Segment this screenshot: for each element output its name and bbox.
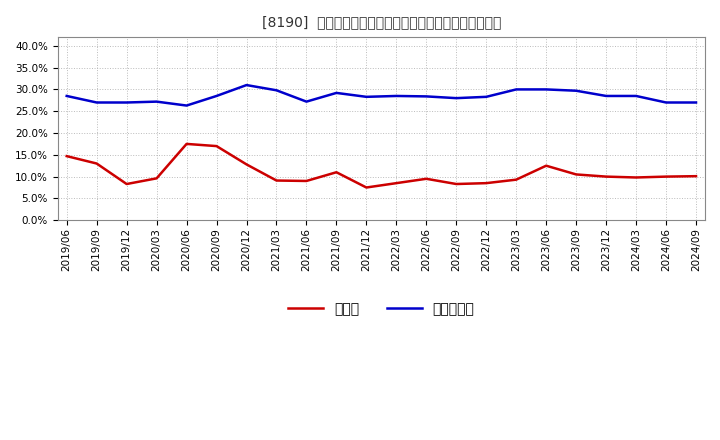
有利子負債: [482, 94, 490, 99]
現鍀金: [631, 175, 640, 180]
有利子負債: [452, 95, 461, 101]
有利子負債: [602, 93, 611, 99]
有利子負債: [631, 93, 640, 99]
現鍀金: [212, 143, 221, 149]
有利子負債: [422, 94, 431, 99]
有利子負債: [662, 100, 670, 105]
有利子負債: [512, 87, 521, 92]
Line: 有利子負債: 有利子負債: [67, 85, 696, 106]
現鍀金: [92, 161, 101, 166]
Legend: 現鍀金, 有利子負債: 現鍀金, 有利子負債: [282, 297, 480, 322]
現鍀金: [122, 181, 131, 187]
現鍀金: [422, 176, 431, 181]
現鍀金: [662, 174, 670, 179]
Title: [8190]  現鍀金、有利子負債の総資産に対する比率の推移: [8190] 現鍀金、有利子負債の総資産に対する比率の推移: [261, 15, 501, 29]
現鍀金: [272, 178, 281, 183]
有利子負債: [153, 99, 161, 104]
現鍀金: [512, 177, 521, 182]
有利子負債: [63, 93, 71, 99]
現鍀金: [63, 154, 71, 159]
有利子負債: [362, 94, 371, 99]
有利子負債: [302, 99, 311, 104]
有利子負債: [542, 87, 551, 92]
現鍀金: [572, 172, 580, 177]
有利子負債: [92, 100, 101, 105]
有利子負債: [182, 103, 191, 108]
現鍀金: [242, 162, 251, 167]
現鍀金: [482, 180, 490, 186]
有利子負債: [572, 88, 580, 93]
現鍀金: [542, 163, 551, 169]
有利子負債: [332, 90, 341, 95]
現鍀金: [602, 174, 611, 179]
現鍀金: [392, 180, 400, 186]
Line: 現鍀金: 現鍀金: [67, 144, 696, 187]
現鍀金: [182, 141, 191, 147]
現鍀金: [362, 185, 371, 190]
有利子負債: [242, 82, 251, 88]
有利子負債: [212, 93, 221, 99]
有利子負債: [122, 100, 131, 105]
有利子負債: [272, 88, 281, 93]
現鍀金: [332, 169, 341, 175]
有利子負債: [392, 93, 400, 99]
現鍀金: [302, 178, 311, 183]
現鍀金: [692, 173, 701, 179]
有利子負債: [692, 100, 701, 105]
現鍀金: [153, 176, 161, 181]
現鍀金: [452, 181, 461, 187]
